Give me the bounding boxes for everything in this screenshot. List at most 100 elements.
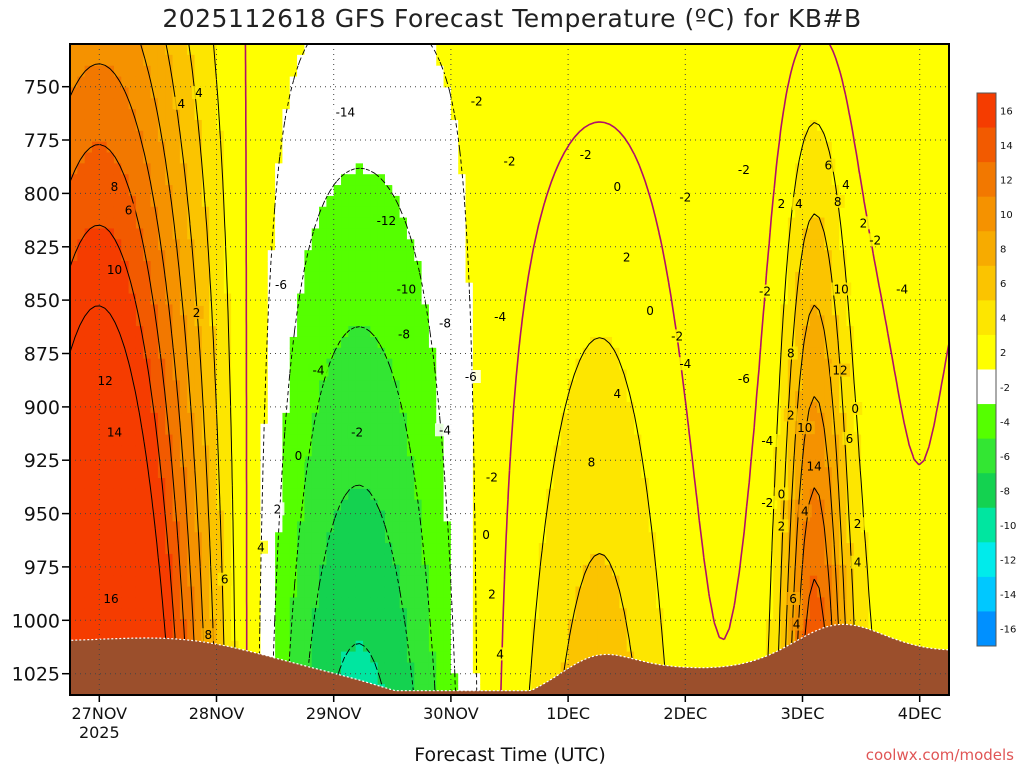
- colorbar-swatch: [977, 334, 996, 370]
- contour-label: 8: [787, 347, 795, 361]
- contour-label: 0: [482, 528, 490, 542]
- colorbar-swatch: [977, 93, 996, 129]
- contour-label: 10: [107, 263, 122, 277]
- x-tick-label: 1DEC: [546, 704, 590, 723]
- contour-label-bg: [373, 214, 400, 228]
- contour-label-bg: [733, 372, 754, 386]
- contour-label-bg: [435, 423, 455, 437]
- x-tick-label: 29NOV: [306, 704, 362, 723]
- contour-label-bg: [830, 363, 850, 377]
- contour-label: -2: [761, 496, 773, 510]
- contour-label: -4: [439, 423, 451, 437]
- pressure-axis: 750 775 800 825 850 875 900 925 950 975 1000 1025: [12, 77, 70, 686]
- contour-label: -2: [679, 191, 691, 205]
- contour-label-bg: [191, 86, 206, 100]
- contour-label: -2: [351, 426, 363, 440]
- contour-label: 0: [851, 402, 859, 416]
- colorbar-label: -16: [1000, 625, 1016, 636]
- contour-label: 16: [103, 592, 118, 606]
- contour-label: -4: [494, 310, 506, 324]
- contour-label-bg: [481, 470, 502, 484]
- colorbar-label: 10: [1000, 210, 1013, 221]
- y-tick-label: 825: [24, 237, 60, 259]
- contour-label-bg: [575, 148, 596, 161]
- contour-label-bg: [174, 96, 189, 110]
- y-tick-label: 775: [24, 130, 60, 152]
- contour-label-bg: [332, 105, 359, 119]
- y-tick-label: 1025: [12, 664, 60, 686]
- contour-label-bg: [675, 190, 696, 204]
- contour-label-bg: [774, 197, 789, 211]
- contour-label-bg: [792, 197, 806, 211]
- contour-label-bg: [95, 374, 116, 388]
- contour-label-bg: [757, 434, 778, 447]
- contour-label-bg: [783, 408, 798, 422]
- x-tick-label: 4DEC: [898, 704, 942, 723]
- contour-label: 4: [793, 618, 801, 632]
- colorbar-frame: [976, 92, 997, 647]
- colorbar-swatch: [977, 265, 996, 301]
- contour-label: -10: [397, 283, 417, 297]
- contour-label-bg: [104, 263, 125, 277]
- colorbar-swatch: [977, 611, 996, 647]
- contour-line-m6: [286, 326, 436, 695]
- contour-label: 2: [854, 517, 862, 531]
- x-tick-label: 30NOV: [423, 704, 479, 723]
- contour-label: 6: [824, 159, 832, 173]
- contour-label-bg: [610, 387, 625, 400]
- contour-label-bg: [797, 504, 812, 518]
- contour-label: -2: [759, 285, 771, 299]
- contour-label: 4: [613, 387, 621, 401]
- contour-label: -2: [471, 95, 483, 109]
- contour-label: -12: [377, 214, 397, 228]
- contour-label: -2: [504, 154, 516, 168]
- contour-label-bg: [393, 282, 420, 296]
- colorbar-swatch: [977, 404, 996, 440]
- contour-label: 2: [623, 250, 631, 264]
- y-tick-label: 950: [24, 504, 60, 526]
- contour-label: -6: [275, 278, 287, 292]
- x-tick-sublabel: 2025: [79, 723, 120, 742]
- contour-label-bg: [107, 180, 122, 193]
- contour-label: -4: [896, 283, 908, 297]
- contour-label-bg: [892, 282, 913, 296]
- contour-label-bg: [675, 357, 696, 371]
- y-tick-label: 1000: [12, 610, 60, 632]
- contour-label-bg: [755, 284, 775, 298]
- x-axis-label: Forecast Time (UTC): [414, 744, 606, 766]
- colorbar-swatch: [977, 196, 996, 232]
- contour-label: -8: [439, 317, 451, 331]
- contour-label: -6: [738, 372, 750, 386]
- contour-label-bg: [479, 527, 494, 541]
- contour-label: 6: [221, 573, 229, 587]
- terrain-surface: [70, 623, 949, 695]
- colorbar-label: 2: [1000, 348, 1006, 359]
- x-tick-label: 2DEC: [663, 704, 707, 723]
- colorbar-swatch: [977, 576, 996, 612]
- y-tick-label: 850: [24, 290, 60, 312]
- y-tick-label: 900: [24, 397, 60, 419]
- contour-label-bg: [850, 517, 865, 531]
- contour-label: 14: [807, 460, 822, 474]
- contour-label-bg: [619, 250, 634, 264]
- contour-label: 2: [274, 502, 282, 516]
- contour-label-bg: [838, 177, 853, 191]
- contour-label: 4: [257, 541, 265, 555]
- contour-label: 0: [646, 304, 654, 318]
- contour-label-bg: [189, 305, 204, 319]
- contour-label: 6: [789, 592, 797, 606]
- contour-label-bg: [493, 647, 508, 661]
- contour-label: 0: [778, 487, 786, 501]
- x-tick-label: 3DEC: [781, 704, 825, 723]
- contour-label-bg: [466, 94, 487, 108]
- colorbar-label: -10: [1000, 521, 1016, 532]
- contour-label: -2: [869, 233, 881, 247]
- colorbar-label: 14: [1000, 141, 1013, 152]
- colorbar-label: 6: [1000, 279, 1006, 290]
- contour-label-bg: [865, 233, 886, 247]
- y-tick-label: 750: [24, 77, 60, 99]
- contour-label-bg: [490, 310, 511, 324]
- contour-label-bg: [821, 158, 836, 172]
- contour-label-bg: [842, 431, 857, 445]
- contour-label-bg: [850, 555, 865, 569]
